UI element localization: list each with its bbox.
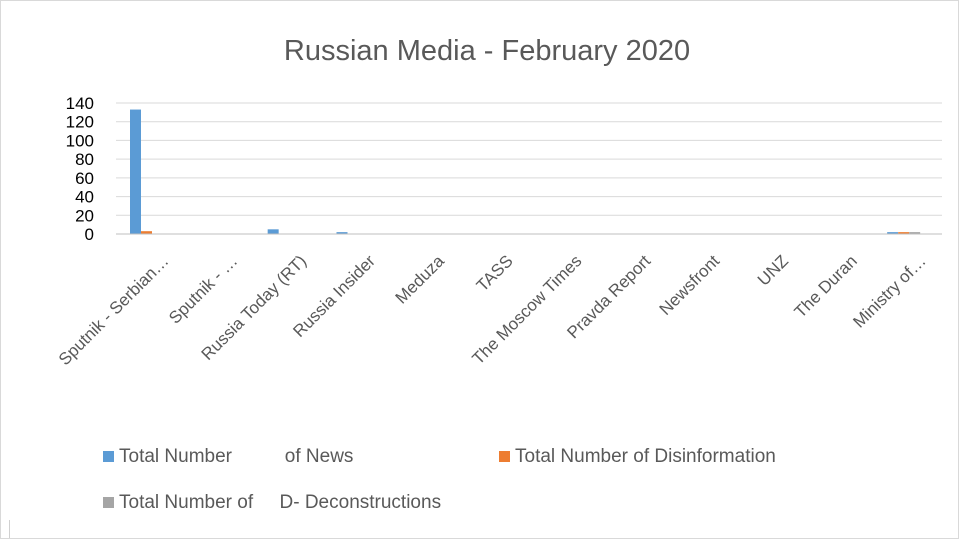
x-tick-label: Meduza [392, 251, 449, 308]
bar [336, 232, 348, 234]
gridlines [116, 102, 942, 216]
y-tick-label: 0 [85, 225, 94, 244]
x-tick-label: UNZ [754, 251, 792, 289]
y-tick-label: 20 [75, 206, 94, 225]
bars [130, 109, 921, 234]
x-tick-label: TASS [473, 251, 517, 295]
legend-label: Total Number of D- Deconstructions [119, 492, 441, 513]
x-tick-label: Sputnik - Serbian… [55, 251, 173, 369]
bar [887, 232, 899, 234]
bar [909, 232, 921, 234]
legend-swatch [103, 497, 114, 508]
y-tick-label: 100 [66, 131, 94, 150]
x-tick-label: Sputnik - … [165, 251, 241, 327]
bar [130, 109, 141, 234]
legend-swatch [499, 451, 510, 462]
y-tick-label: 140 [66, 94, 94, 113]
x-axis-ticks: Sputnik - Serbian…Sputnik - …Russia Toda… [55, 251, 930, 369]
bar [141, 231, 152, 234]
legend-swatch [103, 451, 114, 462]
x-tick-label: Ministry of… [849, 251, 929, 331]
y-tick-label: 40 [75, 188, 94, 207]
bar [267, 229, 279, 234]
bar [898, 232, 910, 234]
chart-title: Russian Media - February 2020 [284, 35, 690, 67]
legend: Total Number of News Total Number of Disi… [103, 446, 776, 513]
x-tick-label: The Duran [791, 251, 861, 321]
legend-label: Total Number of News [119, 446, 353, 467]
y-tick-label: 80 [75, 150, 94, 169]
legend-label: Total Number of Disinformation [515, 446, 776, 467]
y-tick-label: 120 [66, 113, 94, 132]
x-tick-label: Newsfront [656, 251, 724, 319]
y-tick-label: 60 [75, 169, 94, 188]
